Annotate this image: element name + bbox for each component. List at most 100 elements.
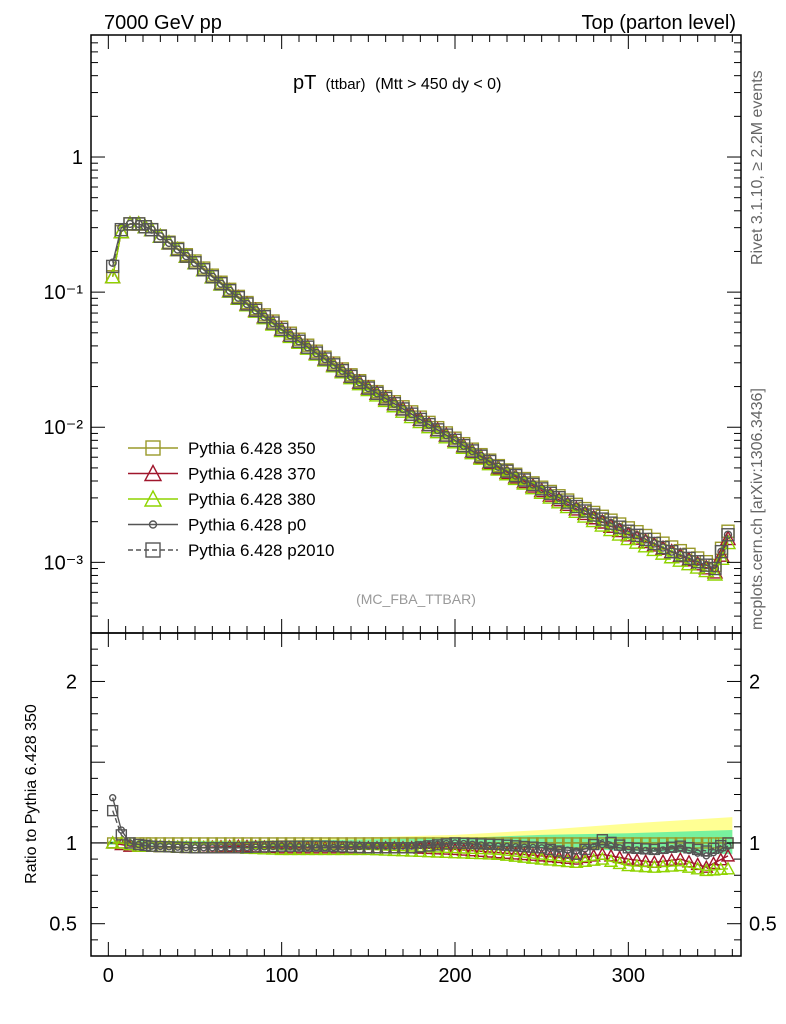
ratio-data-point — [664, 858, 679, 872]
ratio-data-point — [527, 841, 539, 853]
ratio-y-tick-label-right: 1 — [749, 833, 760, 855]
ratio-data-point — [622, 842, 635, 854]
main-data-point — [586, 508, 601, 522]
main-data-point — [381, 394, 390, 403]
ratio-data-point — [525, 847, 541, 861]
main-data-point — [702, 560, 711, 570]
ratio-data-point — [706, 855, 721, 870]
main-data-point — [550, 493, 568, 509]
ratio-data-point — [553, 845, 565, 857]
main-data-point — [526, 477, 540, 492]
main-data-point — [638, 532, 653, 547]
main-data-point — [680, 555, 698, 571]
main-data-point — [611, 522, 628, 538]
ratio-data-point — [301, 840, 314, 852]
main-data-point — [578, 504, 592, 518]
main-data-point — [485, 457, 494, 466]
ratio-data-point — [482, 844, 497, 858]
main-data-point — [672, 551, 689, 567]
main-data-point — [433, 425, 442, 435]
legend-item: Pythia 6.428 370 — [128, 464, 316, 484]
main-data-point — [524, 479, 542, 495]
main-data-point — [598, 514, 607, 524]
main-data-point — [667, 547, 676, 556]
ratio-data-point — [241, 841, 253, 854]
ratio-data-point — [631, 842, 643, 855]
ratio-data-point — [388, 842, 401, 854]
main-data-point — [604, 516, 618, 530]
ratio-data-point — [258, 841, 271, 853]
ratio-data-point — [483, 838, 496, 850]
main-data-point — [568, 502, 585, 519]
main-data-point — [630, 528, 644, 543]
main-data-point — [465, 444, 480, 458]
main-data-point — [196, 263, 211, 277]
ratio-data-point — [473, 846, 489, 860]
ratio-data-point — [579, 837, 591, 849]
ratio-data-point — [180, 841, 193, 854]
main-data-point — [714, 544, 729, 559]
ratio-data-point — [501, 839, 513, 851]
main-data-point — [390, 399, 399, 408]
main-data-point — [650, 539, 659, 548]
ratio-data-point — [379, 842, 392, 854]
main-data-point — [442, 430, 451, 440]
chart-title-sub: (ttbar) — [326, 76, 366, 93]
ratio-data-point — [508, 848, 523, 862]
ratio-data-point — [720, 848, 736, 862]
ratio-data-point — [215, 842, 227, 854]
main-data-point — [448, 433, 462, 448]
main-series-4 — [105, 217, 735, 576]
main-data-point — [552, 490, 566, 505]
main-data-point — [494, 462, 503, 471]
ratio-data-point — [491, 845, 506, 859]
x-tick-label: 0 — [103, 965, 114, 987]
ratio-data-point — [223, 842, 236, 854]
main-data-point — [199, 265, 208, 274]
main-y-tick-label: 10⁻² — [44, 417, 84, 439]
main-data-point — [508, 468, 523, 483]
ratio-data-point — [674, 840, 687, 852]
ratio-data-point — [713, 861, 728, 876]
ratio-data-point — [517, 849, 532, 863]
ratio-data-point — [699, 862, 714, 877]
ratio-data-point — [475, 838, 487, 850]
legend-item: Pythia 6.428 350 — [128, 439, 316, 458]
ratio-data-point — [525, 850, 541, 864]
main-data-point — [113, 223, 130, 239]
main-data-point — [620, 530, 637, 546]
main-data-point — [450, 436, 460, 445]
main-data-point — [690, 555, 705, 569]
main-data-point — [654, 544, 672, 560]
main-data-point — [439, 428, 454, 442]
ratio-data-point — [673, 851, 688, 865]
main-data-point — [693, 557, 702, 566]
ratio-data-point — [456, 842, 471, 856]
main-data-point — [413, 412, 428, 427]
main-data-point — [459, 441, 468, 450]
ratio-data-point — [720, 861, 736, 875]
analysis-label: (MC_FBA_TTBAR) — [356, 591, 476, 607]
ratio-data-point — [518, 840, 531, 853]
main-data-point — [517, 473, 532, 487]
main-data-point — [595, 512, 610, 526]
ratio-data-point — [673, 858, 688, 872]
ratio-data-point — [249, 841, 262, 853]
ratio-data-point — [267, 840, 279, 853]
ratio-data-point — [699, 859, 714, 873]
legend-marker — [143, 464, 163, 482]
main-data-point — [456, 438, 471, 453]
x-tick-label: 100 — [265, 965, 298, 987]
main-data-point — [370, 386, 384, 400]
main-data-point — [387, 397, 402, 411]
legend: Pythia 6.428 350 Pythia 6.428 370 Pythia 6… — [128, 439, 335, 560]
ratio-data-point — [560, 854, 575, 868]
ratio-y-tick-label-left: 1 — [66, 833, 77, 855]
ratio-data-point — [551, 853, 567, 867]
ratio-data-point — [115, 829, 128, 841]
main-data-point — [430, 423, 445, 437]
main-data-point — [698, 562, 715, 578]
main-data-point — [641, 535, 650, 544]
main-data-point — [542, 488, 559, 504]
